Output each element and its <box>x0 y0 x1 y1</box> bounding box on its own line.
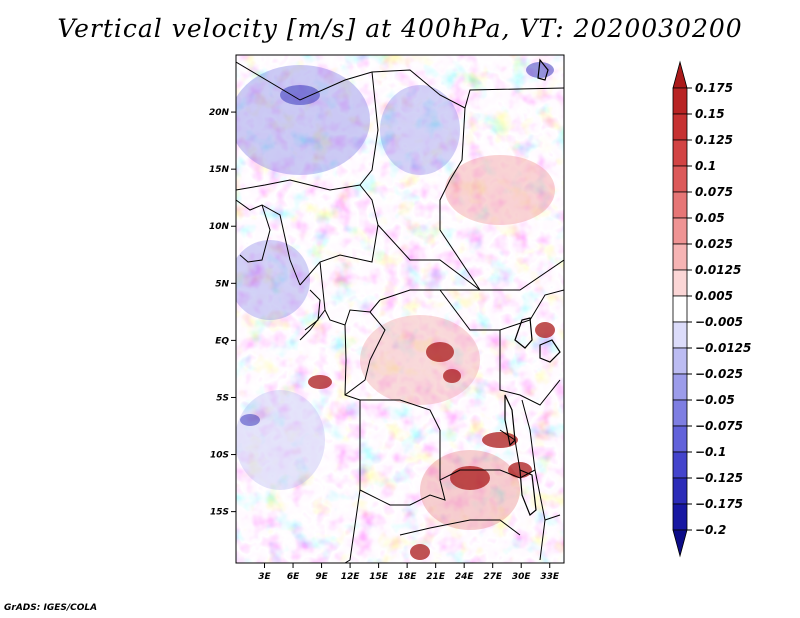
lon-tick-label: 21E <box>426 572 446 582</box>
lat-tick-label: 15N <box>209 165 230 175</box>
colorbar-label: 0.025 <box>695 237 733 251</box>
colorbar-segment <box>672 295 688 323</box>
colorbar-segment <box>672 399 688 427</box>
colorbar-segment <box>672 477 688 505</box>
colorbar-segment <box>672 503 688 531</box>
map-frame <box>235 54 565 564</box>
lon-tick-label: 18E <box>398 572 418 582</box>
colorbar-segment <box>672 373 688 401</box>
colorbar-label: −0.1 <box>695 445 726 459</box>
colorbar-label: −0.2 <box>695 523 726 537</box>
colorbar-label: 0.175 <box>695 81 733 95</box>
longitude-axis: 3E 6E 9E 12E 15E 18E 21E 24E 27E 30E 33E <box>258 563 560 582</box>
colorbar-label: −0.025 <box>695 367 743 381</box>
lat-tick-label: 10N <box>209 222 230 232</box>
lon-tick-label: 24E <box>455 572 475 582</box>
colorbar-segment <box>672 529 688 558</box>
lon-tick-label: 33E <box>540 572 560 582</box>
colorbar-segment <box>672 87 688 115</box>
map-panel: 20N 15N 10N 5N EQ 5S 10S 15S 3E 6E 9E 12E 15E 18E 21E… <box>209 54 565 582</box>
colorbar-label: −0.05 <box>695 393 735 407</box>
colorbar-segment <box>672 269 688 297</box>
colorbar-label: −0.0125 <box>695 341 751 355</box>
colorbar-label: 0.15 <box>695 107 725 121</box>
lon-tick-label: 12E <box>341 572 361 582</box>
lat-tick-label: 20N <box>209 108 230 118</box>
colorbar-label: −0.175 <box>695 497 743 511</box>
colorbar-segment <box>672 243 688 271</box>
colorbar-label: 0.125 <box>695 133 733 147</box>
lon-tick-label: 15E <box>369 572 389 582</box>
colorbar-label: 0.075 <box>695 185 733 199</box>
lat-tick-label: 15S <box>210 508 229 518</box>
credit-label: GrADS: IGES/COLA <box>4 603 98 613</box>
colorbar-label: 0.0125 <box>695 263 741 277</box>
chart-title: Vertical velocity [m/s] at 400hPa, VT: 2… <box>57 14 743 43</box>
colorbar-label: 0.05 <box>695 211 725 225</box>
colorbar-label: −0.125 <box>695 471 743 485</box>
lat-tick-label: 5N <box>215 279 229 289</box>
latitude-axis: 20N 15N 10N 5N EQ 5S 10S 15S <box>209 108 236 518</box>
lon-tick-label: 6E <box>287 572 300 582</box>
lon-tick-label: 3E <box>258 572 271 582</box>
lat-tick-label: 5S <box>216 393 229 403</box>
lon-tick-label: 30E <box>512 572 532 582</box>
lon-tick-label: 27E <box>483 572 503 582</box>
lat-tick-label: EQ <box>215 336 229 346</box>
colorbar-segment <box>672 321 688 349</box>
colorbar-segment <box>672 451 688 479</box>
colorbar-segment <box>672 165 688 193</box>
colorbar-segment <box>672 60 688 89</box>
colorbar-segment <box>672 425 688 453</box>
colorbar-label: 0.1 <box>695 159 716 173</box>
lon-tick-label: 9E <box>315 572 328 582</box>
colorbar: 0.175 0.15 0.125 0.1 0.075 0.05 0.025 0.0125 0.0… <box>672 60 751 558</box>
colorbar-segment <box>672 347 688 375</box>
colorbar-label: −0.005 <box>695 315 743 329</box>
colorbar-label: 0.005 <box>695 289 733 303</box>
colorbar-segment <box>672 191 688 219</box>
velocity-field <box>236 55 564 563</box>
lat-tick-label: 10S <box>210 451 229 461</box>
colorbar-segment <box>672 217 688 245</box>
colorbar-segment <box>672 113 688 141</box>
colorbar-label: −0.075 <box>695 419 743 433</box>
colorbar-segment <box>672 139 688 167</box>
